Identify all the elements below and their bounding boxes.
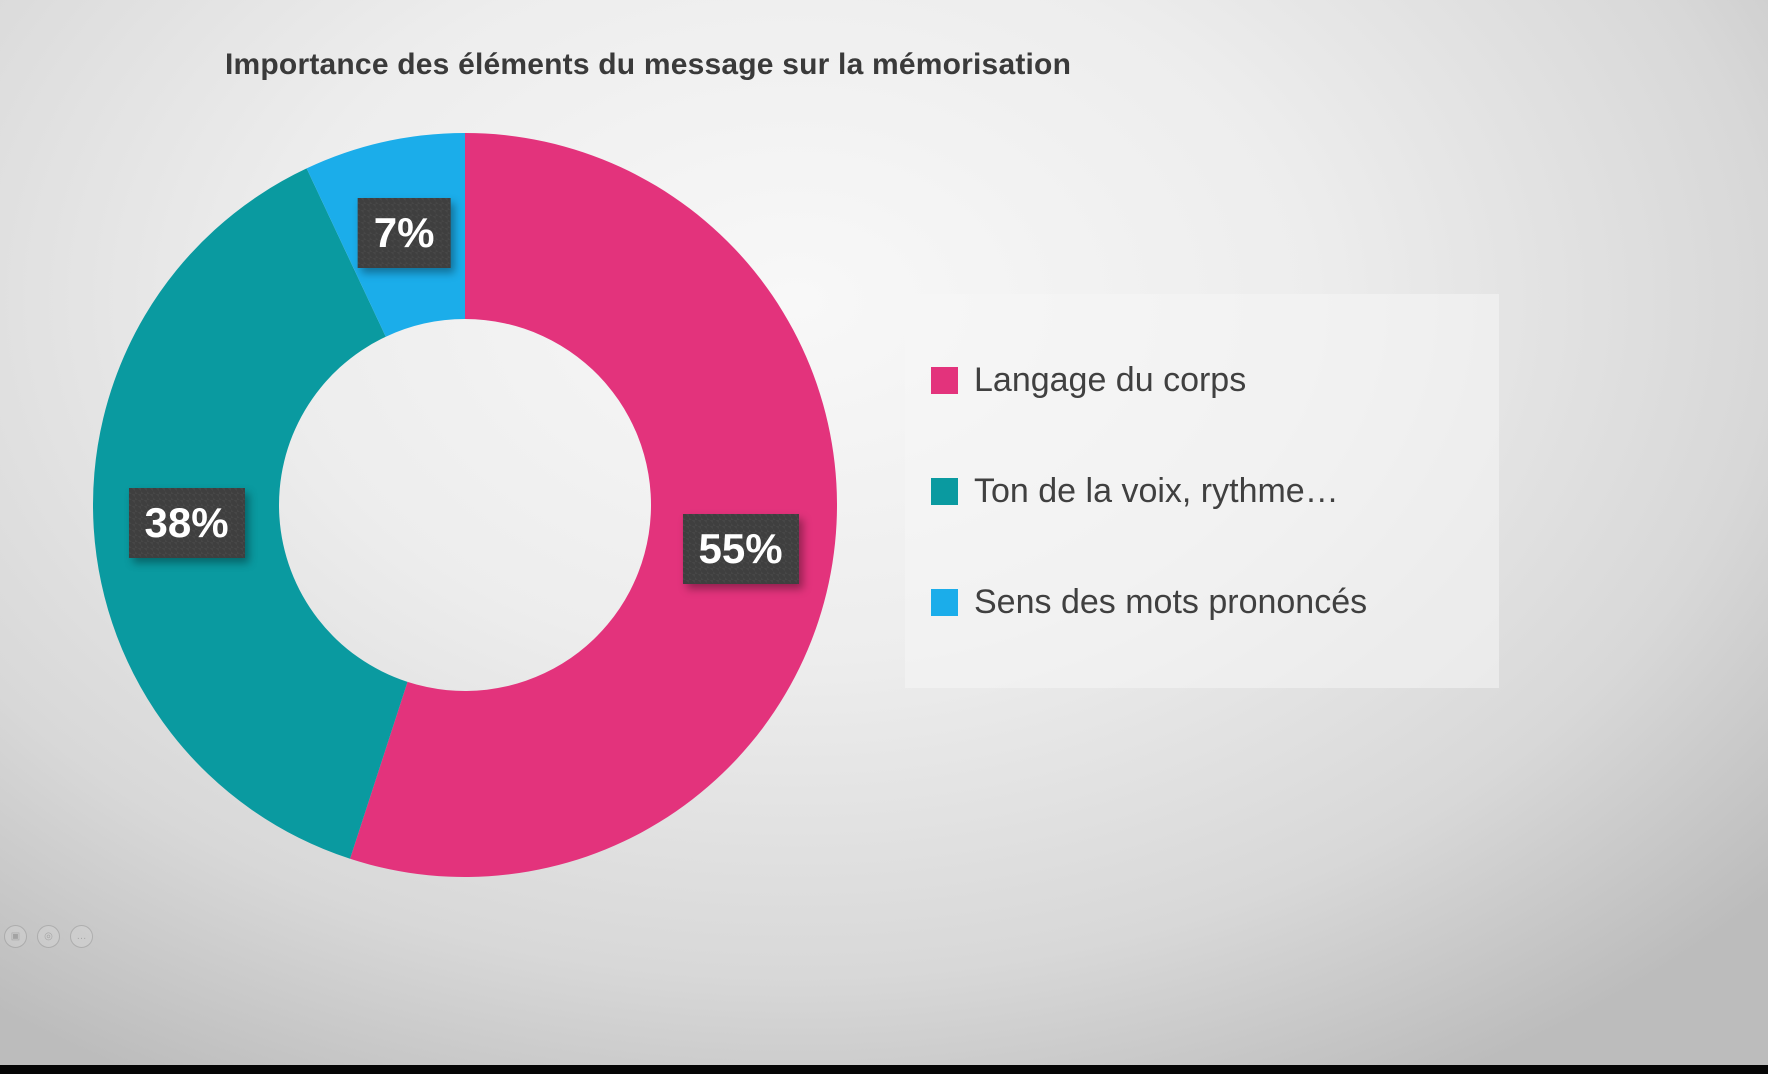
bottom-bar xyxy=(0,1065,1768,1074)
magnifier-icon[interactable]: ◎ xyxy=(37,925,60,948)
slide-icon[interactable]: ▣ xyxy=(4,925,27,948)
legend-swatch-icon xyxy=(931,477,958,505)
legend-label: Langage du corps xyxy=(974,360,1247,399)
legend-swatch-icon xyxy=(931,366,958,394)
donut-chart-area: 55% 38% 7% xyxy=(93,133,837,877)
chart-legend: Langage du corps Ton de la voix, rythme…… xyxy=(905,294,1499,688)
data-label: 55% xyxy=(682,513,799,584)
chart-title: Importance des éléments du message sur l… xyxy=(225,48,1072,81)
legend-item-sens-des-mots: Sens des mots prononcés xyxy=(931,583,1499,622)
pie-slice-0 xyxy=(350,133,837,877)
slideshow-controls: ▣ ◎ … xyxy=(4,925,93,948)
legend-swatch-icon xyxy=(931,588,958,616)
data-label: 38% xyxy=(128,487,245,558)
pie-slice-1 xyxy=(93,168,408,859)
legend-label: Ton de la voix, rythme… xyxy=(974,471,1339,510)
legend-label: Sens des mots prononcés xyxy=(974,582,1368,621)
legend-item-ton-de-la-voix: Ton de la voix, rythme… xyxy=(931,472,1499,511)
data-label: 7% xyxy=(357,197,451,268)
ellipsis-icon[interactable]: … xyxy=(70,925,93,948)
legend-item-langage-du-corps: Langage du corps xyxy=(931,361,1499,400)
